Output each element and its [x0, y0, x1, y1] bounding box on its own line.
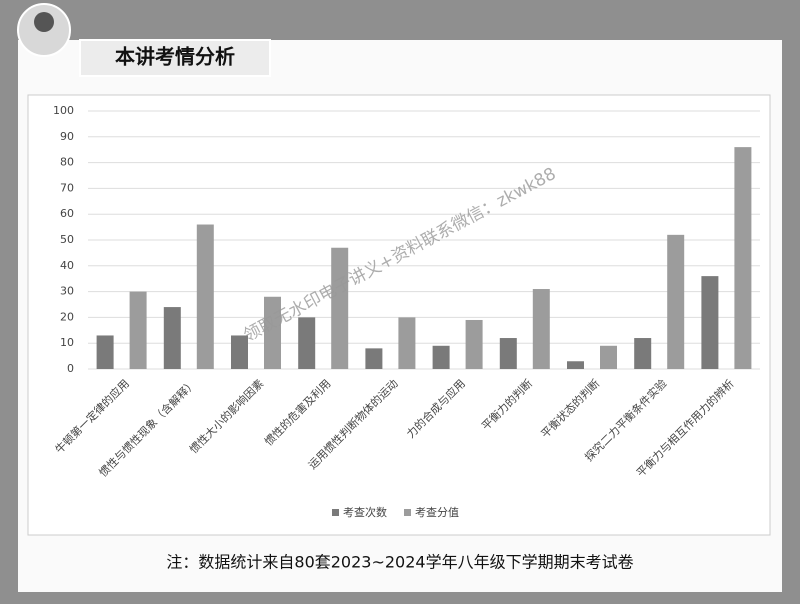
legend-swatch: [404, 509, 411, 516]
y-tick-label: 30: [60, 285, 74, 298]
y-tick-label: 20: [60, 310, 74, 323]
bar: [163, 307, 181, 369]
y-tick-label: 70: [60, 181, 74, 194]
y-tick-label: 10: [60, 336, 74, 349]
bar: [298, 317, 316, 369]
title: 本讲考情分析: [115, 45, 235, 69]
title-box: [79, 39, 271, 77]
legend-label: 考查次数: [343, 505, 387, 519]
y-tick-label: 100: [53, 104, 74, 117]
chart-panel: [27, 94, 771, 536]
legend-swatch: [332, 509, 339, 516]
avatar-hair: [34, 12, 54, 32]
bar: [331, 247, 349, 369]
bar: [667, 234, 685, 369]
y-tick-label: 40: [60, 259, 74, 272]
bar: [231, 335, 248, 369]
bar: [196, 224, 214, 369]
bar: [532, 289, 550, 369]
bar: [634, 338, 652, 369]
y-tick-label: 90: [60, 130, 74, 143]
bar: [129, 291, 147, 369]
bar: [264, 296, 281, 369]
bar: [734, 147, 752, 369]
bar: [600, 345, 617, 369]
y-tick-label: 50: [60, 233, 74, 246]
bar: [398, 317, 416, 369]
bar: [432, 345, 450, 369]
bar: [567, 361, 584, 369]
bar: [701, 276, 719, 369]
y-tick-label: 0: [67, 362, 74, 375]
y-tick-label: 60: [60, 207, 74, 220]
bar: [465, 319, 483, 369]
y-tick-label: 80: [60, 156, 74, 169]
bar: [499, 338, 517, 369]
footnote: 注：数据统计来自80套2023~2024学年八年级下学期期末考试卷: [166, 553, 633, 572]
bar: [365, 348, 383, 369]
bar: [96, 335, 114, 369]
legend-label: 考查分值: [415, 505, 459, 519]
